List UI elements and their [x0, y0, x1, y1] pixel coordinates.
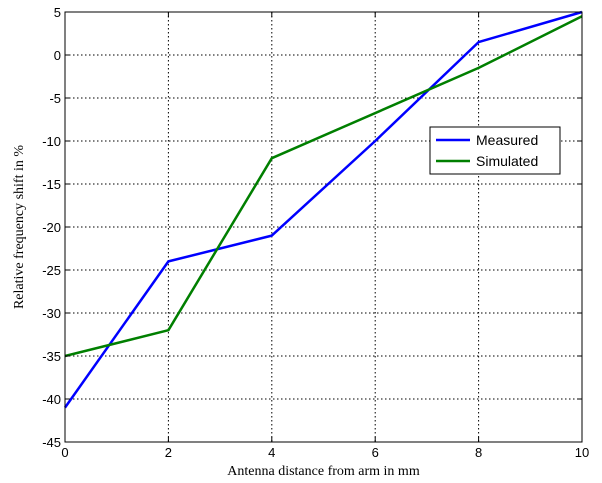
y-tick-label: -25 [42, 263, 61, 278]
y-tick-label: -45 [42, 435, 61, 450]
x-tick-label: 6 [372, 445, 379, 460]
y-tick-label: -10 [42, 134, 61, 149]
legend: Measured Simulated [429, 126, 561, 175]
plot-area [65, 12, 582, 442]
legend-label-measured: Measured [476, 132, 538, 148]
y-tick-label: -40 [42, 392, 61, 407]
y-tick-label: -35 [42, 349, 61, 364]
x-tick-label: 2 [165, 445, 172, 460]
legend-label-simulated: Simulated [476, 153, 538, 169]
y-tick-label: -30 [42, 306, 61, 321]
x-tick-label: 10 [575, 445, 589, 460]
x-tick-label: 8 [475, 445, 482, 460]
y-tick-label: 0 [54, 48, 61, 63]
legend-box [429, 126, 561, 175]
y-tick-label: -5 [49, 91, 61, 106]
y-tick-label: -15 [42, 177, 61, 192]
series-line-measured [63, 10, 583, 409]
x-tick-label: 0 [61, 445, 68, 460]
y-tick-label: -20 [42, 220, 61, 235]
x-axis-label: Antenna distance from arm in mm [227, 464, 420, 479]
axis-ticks [64, 11, 583, 443]
tick-labels: 0 2 4 6 8 10 5 0 -5 -10 -15 -20 -25 -30 -35 -40 -45 [42, 5, 589, 460]
x-tick-label: 4 [268, 445, 275, 460]
y-tick-label: 5 [54, 5, 61, 20]
y-axis-label: Relative frequency shift in % [12, 145, 27, 309]
